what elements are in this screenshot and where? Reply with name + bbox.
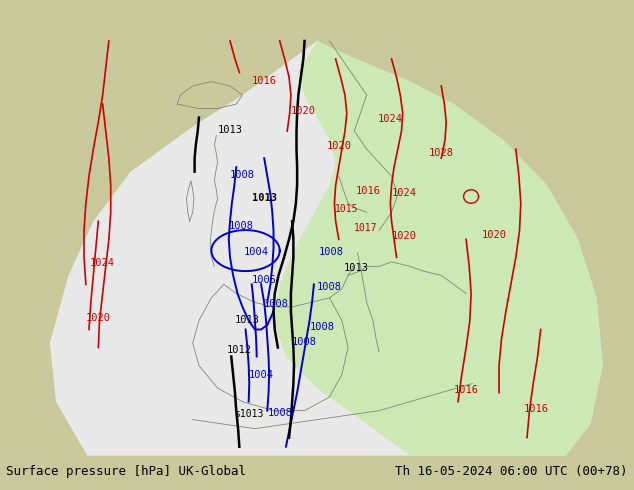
Text: 1008: 1008 — [229, 221, 254, 231]
Text: 1008: 1008 — [318, 247, 343, 257]
Text: 1005: 1005 — [252, 275, 277, 286]
Text: 1015: 1015 — [334, 204, 358, 214]
Text: 1016: 1016 — [454, 386, 479, 395]
Text: 1012: 1012 — [227, 345, 252, 355]
Text: 1013: 1013 — [252, 193, 278, 203]
Text: 1024: 1024 — [89, 258, 115, 269]
Text: 1008: 1008 — [317, 282, 342, 292]
Text: 1016: 1016 — [252, 76, 277, 86]
Text: 1017: 1017 — [354, 223, 377, 233]
Polygon shape — [50, 41, 603, 456]
Text: 1008: 1008 — [264, 299, 289, 309]
Text: 1008: 1008 — [292, 337, 317, 347]
Text: 1020: 1020 — [327, 141, 352, 151]
Text: 1004: 1004 — [243, 247, 269, 257]
Text: 1020: 1020 — [482, 229, 507, 240]
Text: 1020: 1020 — [85, 314, 110, 323]
Text: 1016: 1016 — [356, 186, 381, 196]
Polygon shape — [273, 41, 603, 456]
Text: s1013: s1013 — [234, 409, 263, 419]
Text: 1024: 1024 — [377, 114, 402, 124]
Text: 1020: 1020 — [291, 106, 316, 116]
Text: 1020: 1020 — [392, 231, 417, 241]
Text: 1008: 1008 — [268, 408, 292, 418]
Text: 1016: 1016 — [524, 404, 549, 414]
Text: 1008: 1008 — [309, 322, 335, 332]
Text: 1028: 1028 — [429, 148, 454, 158]
Text: Surface pressure [hPa] UK-Global: Surface pressure [hPa] UK-Global — [6, 465, 247, 478]
Text: 1008: 1008 — [230, 171, 255, 180]
Text: 1013: 1013 — [235, 315, 260, 325]
Text: 1004: 1004 — [249, 370, 274, 380]
Text: 1024: 1024 — [392, 189, 417, 198]
Text: 1013: 1013 — [217, 125, 243, 135]
Text: Th 16-05-2024 06:00 UTC (00+78): Th 16-05-2024 06:00 UTC (00+78) — [395, 465, 628, 478]
Text: 1013: 1013 — [344, 263, 369, 273]
